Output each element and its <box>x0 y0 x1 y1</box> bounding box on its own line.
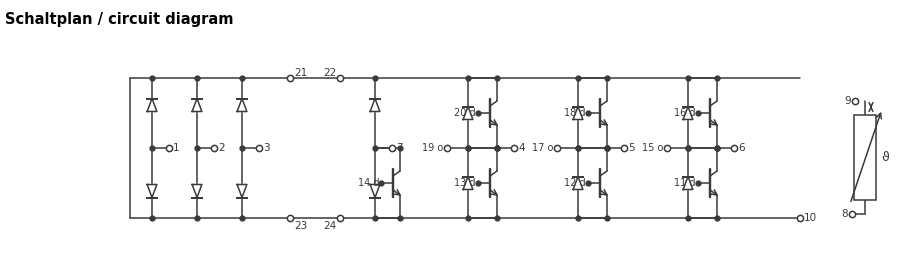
Text: 14 d: 14 d <box>357 178 379 188</box>
Polygon shape <box>573 107 583 119</box>
Text: 15 o: 15 o <box>641 143 663 153</box>
Polygon shape <box>463 107 473 119</box>
Text: 22: 22 <box>323 68 336 78</box>
Polygon shape <box>147 99 157 111</box>
Text: 10: 10 <box>804 213 817 223</box>
Bar <box>854 115 876 200</box>
Text: 24: 24 <box>323 221 336 231</box>
Text: 5: 5 <box>628 143 635 153</box>
Polygon shape <box>683 107 693 119</box>
Text: 12 d: 12 d <box>564 178 586 188</box>
Text: 1: 1 <box>173 143 179 153</box>
Text: 20 d: 20 d <box>454 108 476 118</box>
Polygon shape <box>683 176 693 189</box>
Text: 2: 2 <box>218 143 224 153</box>
Polygon shape <box>147 184 157 198</box>
Text: 16 d: 16 d <box>675 108 696 118</box>
Text: 21: 21 <box>294 68 307 78</box>
Text: 9: 9 <box>845 96 851 106</box>
Text: ϑ: ϑ <box>881 151 889 164</box>
Text: Schaltplan / circuit diagram: Schaltplan / circuit diagram <box>5 12 233 27</box>
Text: 11 d: 11 d <box>675 178 696 188</box>
Polygon shape <box>192 184 202 198</box>
Polygon shape <box>370 99 380 111</box>
Text: 18 d: 18 d <box>564 108 586 118</box>
Polygon shape <box>237 99 247 111</box>
Text: 6: 6 <box>738 143 744 153</box>
Polygon shape <box>463 176 473 189</box>
Text: 8: 8 <box>842 209 848 219</box>
Polygon shape <box>237 184 247 198</box>
Text: 13 d: 13 d <box>455 178 476 188</box>
Text: 3: 3 <box>263 143 269 153</box>
Text: 4: 4 <box>518 143 525 153</box>
Text: 7: 7 <box>396 143 403 153</box>
Text: 17 o: 17 o <box>531 143 553 153</box>
Polygon shape <box>192 99 202 111</box>
Polygon shape <box>370 184 380 198</box>
Polygon shape <box>573 176 583 189</box>
Text: 19 o: 19 o <box>422 143 443 153</box>
Text: 23: 23 <box>294 221 307 231</box>
